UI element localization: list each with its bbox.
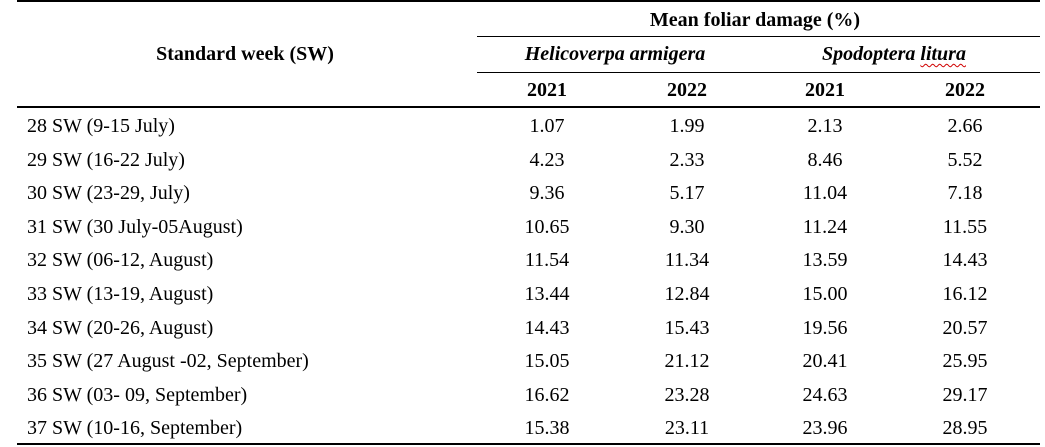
row-value-cell: 2.66 [947,115,983,137]
table-top-rule [17,0,1040,2]
species-header-helicoverpa: Helicoverpa armigera [524,43,706,65]
row-value-cell: 23.96 [802,417,848,440]
row-week-label: 33 SW (13-19, August) [27,283,214,305]
row-value-cell: 11.04 [802,182,848,205]
row-value-cell: 2.13 [807,115,843,137]
row-value-cell: 23.28 [664,383,710,406]
row-value-cell: 11.54 [524,249,570,272]
row-week-label: 29 SW (16-22 July) [27,148,185,171]
row-value-cell: 20.41 [802,350,848,373]
row-week-label: 32 SW (06-12, August) [27,249,214,272]
row-value-cell: 29.17 [942,383,988,406]
row-week-label: 34 SW (20-26, August) [27,316,214,339]
row-value-cell: 11.24 [802,215,848,238]
row-value-cell: 1.07 [529,115,565,137]
row-value-cell: 5.17 [669,182,705,205]
group-header: Mean foliar damage (%) [649,9,861,31]
row-value-cell: 11.34 [664,249,710,272]
row-week-label: 36 SW (03- 09, September) [27,383,248,406]
row-value-cell: 2.33 [669,148,705,171]
row-week-label: 30 SW (23-29, July) [27,182,190,205]
row-value-cell: 21.12 [664,350,710,373]
year-header: 2021 [805,79,845,101]
row-value-cell: 8.46 [807,148,843,171]
header-bottom-rule [17,106,1040,108]
row-value-cell: 20.57 [942,316,988,339]
row-value-cell: 4.23 [529,148,565,171]
species-header-rule [477,72,1040,73]
row-value-cell: 16.12 [942,283,988,305]
year-header: 2021 [527,79,567,101]
row-value-cell: 14.43 [524,316,570,339]
row-value-cell: 1.99 [669,115,705,137]
row-value-cell: 5.52 [947,148,983,171]
row-value-cell: 24.63 [802,383,848,406]
row-week-label: 37 SW (10-16, September) [27,417,243,440]
row-value-cell: 11.55 [942,215,988,238]
row-week-label: 28 SW (9-15 July) [27,115,175,137]
row-value-cell: 14.43 [942,249,988,272]
row-value-cell: 28.95 [942,417,988,440]
row-value-cell: 12.84 [664,283,710,305]
row-week-label: 35 SW (27 August -02, September) [27,350,309,373]
row-value-cell: 15.43 [664,316,710,339]
stub-header: Standard week (SW) [156,43,334,65]
row-value-cell: 7.18 [947,182,983,205]
row-value-cell: 9.30 [669,215,705,238]
row-week-label: 31 SW (30 July-05August) [27,215,243,238]
year-header: 2022 [945,79,985,101]
row-value-cell: 19.56 [802,316,848,339]
year-header: 2022 [667,79,707,101]
group-header-rule [477,36,1040,37]
species-header-spodoptera: Spodoptera litura [822,43,966,65]
row-value-cell: 15.38 [524,417,570,440]
row-value-cell: 16.62 [524,383,570,406]
row-value-cell: 10.65 [524,215,570,238]
row-value-cell: 23.11 [664,417,710,440]
row-value-cell: 9.36 [529,182,565,205]
row-value-cell: 13.44 [524,283,570,305]
table-bottom-rule [17,443,1040,445]
row-value-cell: 15.05 [524,350,570,373]
row-value-cell: 13.59 [802,249,848,272]
row-value-cell: 25.95 [942,350,988,373]
row-value-cell: 15.00 [802,283,848,305]
